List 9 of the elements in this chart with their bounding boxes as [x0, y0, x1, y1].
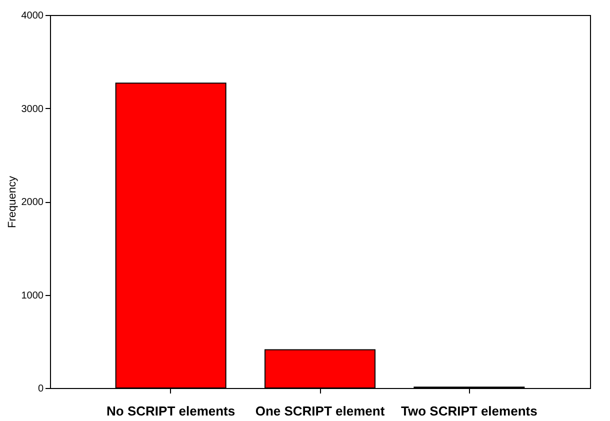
y-tick-label: 1000: [21, 290, 44, 302]
x-tick-label: Two SCRIPT elements: [401, 404, 538, 418]
x-tick-label: One SCRIPT element: [255, 404, 386, 418]
x-tick-label: No SCRIPT elements: [106, 404, 236, 418]
y-tick-label: 0: [38, 384, 44, 394]
y-tick-label: 4000: [21, 10, 44, 22]
y-axis-title: Frequency: [6, 176, 18, 228]
y-tick-label: 3000: [21, 104, 44, 115]
y-tick-label: 2000: [21, 197, 44, 208]
